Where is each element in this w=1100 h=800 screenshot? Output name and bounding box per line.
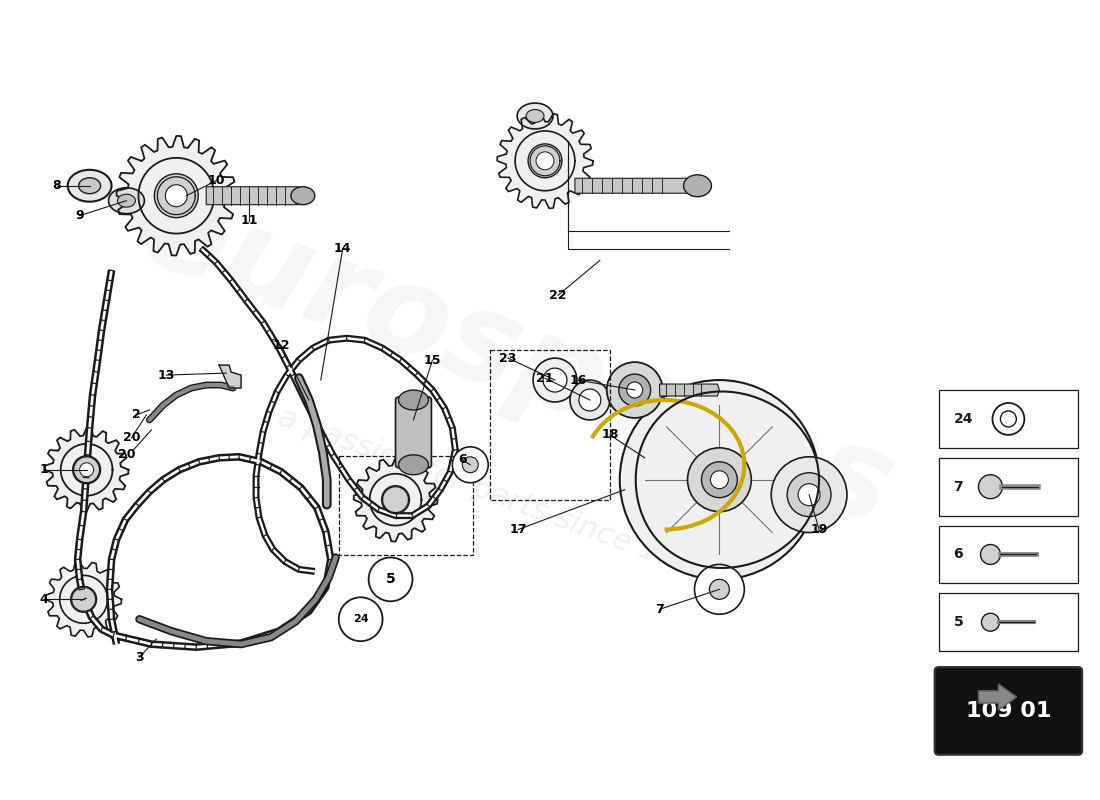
Circle shape [165, 185, 187, 206]
Text: 4: 4 [40, 593, 48, 606]
Polygon shape [354, 458, 438, 542]
FancyArrow shape [660, 384, 719, 396]
Circle shape [570, 380, 609, 420]
Text: 3: 3 [135, 650, 144, 664]
Ellipse shape [68, 170, 111, 202]
Polygon shape [219, 365, 241, 388]
Circle shape [70, 586, 97, 612]
Text: 8: 8 [53, 179, 60, 192]
Text: 1: 1 [40, 463, 48, 476]
Ellipse shape [78, 178, 100, 194]
Circle shape [383, 486, 408, 513]
Text: 23: 23 [499, 352, 517, 365]
Text: 17: 17 [509, 523, 527, 536]
Ellipse shape [290, 186, 315, 205]
Circle shape [981, 614, 1000, 631]
Text: 5: 5 [954, 615, 964, 630]
FancyBboxPatch shape [935, 667, 1082, 754]
Circle shape [530, 146, 560, 176]
Circle shape [579, 389, 601, 411]
FancyBboxPatch shape [938, 390, 1078, 448]
Text: 18: 18 [601, 428, 618, 442]
Circle shape [688, 448, 751, 512]
Text: 20: 20 [123, 431, 140, 444]
FancyArrow shape [575, 178, 694, 194]
Ellipse shape [118, 194, 135, 207]
Text: 7: 7 [954, 480, 964, 494]
Circle shape [79, 462, 94, 477]
Polygon shape [979, 684, 1016, 710]
Ellipse shape [398, 390, 428, 410]
Circle shape [462, 457, 478, 473]
Circle shape [382, 486, 409, 514]
Text: 24: 24 [353, 614, 369, 624]
Polygon shape [497, 113, 593, 209]
Text: 2: 2 [132, 409, 141, 422]
Circle shape [536, 152, 554, 170]
Circle shape [73, 456, 100, 484]
Circle shape [627, 382, 642, 398]
Circle shape [710, 579, 729, 599]
Polygon shape [117, 136, 236, 255]
Text: 16: 16 [569, 374, 586, 386]
Text: eurospares: eurospares [125, 168, 909, 552]
Circle shape [799, 484, 821, 506]
Ellipse shape [398, 455, 428, 474]
Circle shape [543, 368, 566, 392]
Circle shape [534, 358, 576, 402]
Ellipse shape [683, 174, 712, 197]
Text: 5: 5 [386, 572, 395, 586]
Text: 21: 21 [537, 371, 553, 385]
Text: 22: 22 [549, 289, 566, 302]
Ellipse shape [109, 188, 144, 214]
Ellipse shape [517, 103, 553, 129]
Text: 10: 10 [208, 174, 224, 187]
Circle shape [711, 470, 728, 489]
Circle shape [979, 474, 1002, 498]
FancyArrow shape [206, 186, 301, 205]
Circle shape [788, 473, 831, 517]
Circle shape [771, 457, 847, 533]
Circle shape [980, 545, 1000, 565]
FancyBboxPatch shape [938, 526, 1078, 583]
Text: 24: 24 [954, 412, 974, 426]
FancyBboxPatch shape [396, 397, 431, 468]
Text: 13: 13 [157, 369, 175, 382]
Text: 20: 20 [118, 448, 135, 462]
Text: 14: 14 [334, 242, 352, 255]
FancyBboxPatch shape [938, 458, 1078, 515]
Polygon shape [45, 428, 129, 512]
Ellipse shape [526, 110, 544, 122]
Text: 6: 6 [458, 454, 466, 466]
Circle shape [74, 457, 100, 482]
Text: 12: 12 [272, 338, 289, 352]
Text: 109 01: 109 01 [966, 701, 1052, 721]
Circle shape [528, 144, 562, 178]
Text: 7: 7 [656, 602, 664, 616]
Circle shape [339, 598, 383, 641]
Circle shape [368, 558, 412, 602]
Text: 6: 6 [954, 547, 964, 562]
Text: 19: 19 [811, 523, 828, 536]
Text: 11: 11 [240, 214, 257, 227]
Circle shape [992, 403, 1024, 435]
Circle shape [702, 462, 737, 498]
Text: 9: 9 [75, 209, 84, 222]
FancyBboxPatch shape [938, 594, 1078, 651]
Polygon shape [46, 562, 121, 637]
Circle shape [607, 362, 662, 418]
Circle shape [157, 177, 195, 214]
Circle shape [72, 587, 96, 611]
Circle shape [154, 174, 198, 218]
Circle shape [619, 380, 820, 579]
Circle shape [1000, 411, 1016, 427]
Text: a passion for parts since 1985: a passion for parts since 1985 [274, 403, 717, 588]
Circle shape [619, 374, 650, 406]
Circle shape [694, 565, 745, 614]
Text: 15: 15 [424, 354, 441, 366]
Circle shape [452, 447, 488, 482]
